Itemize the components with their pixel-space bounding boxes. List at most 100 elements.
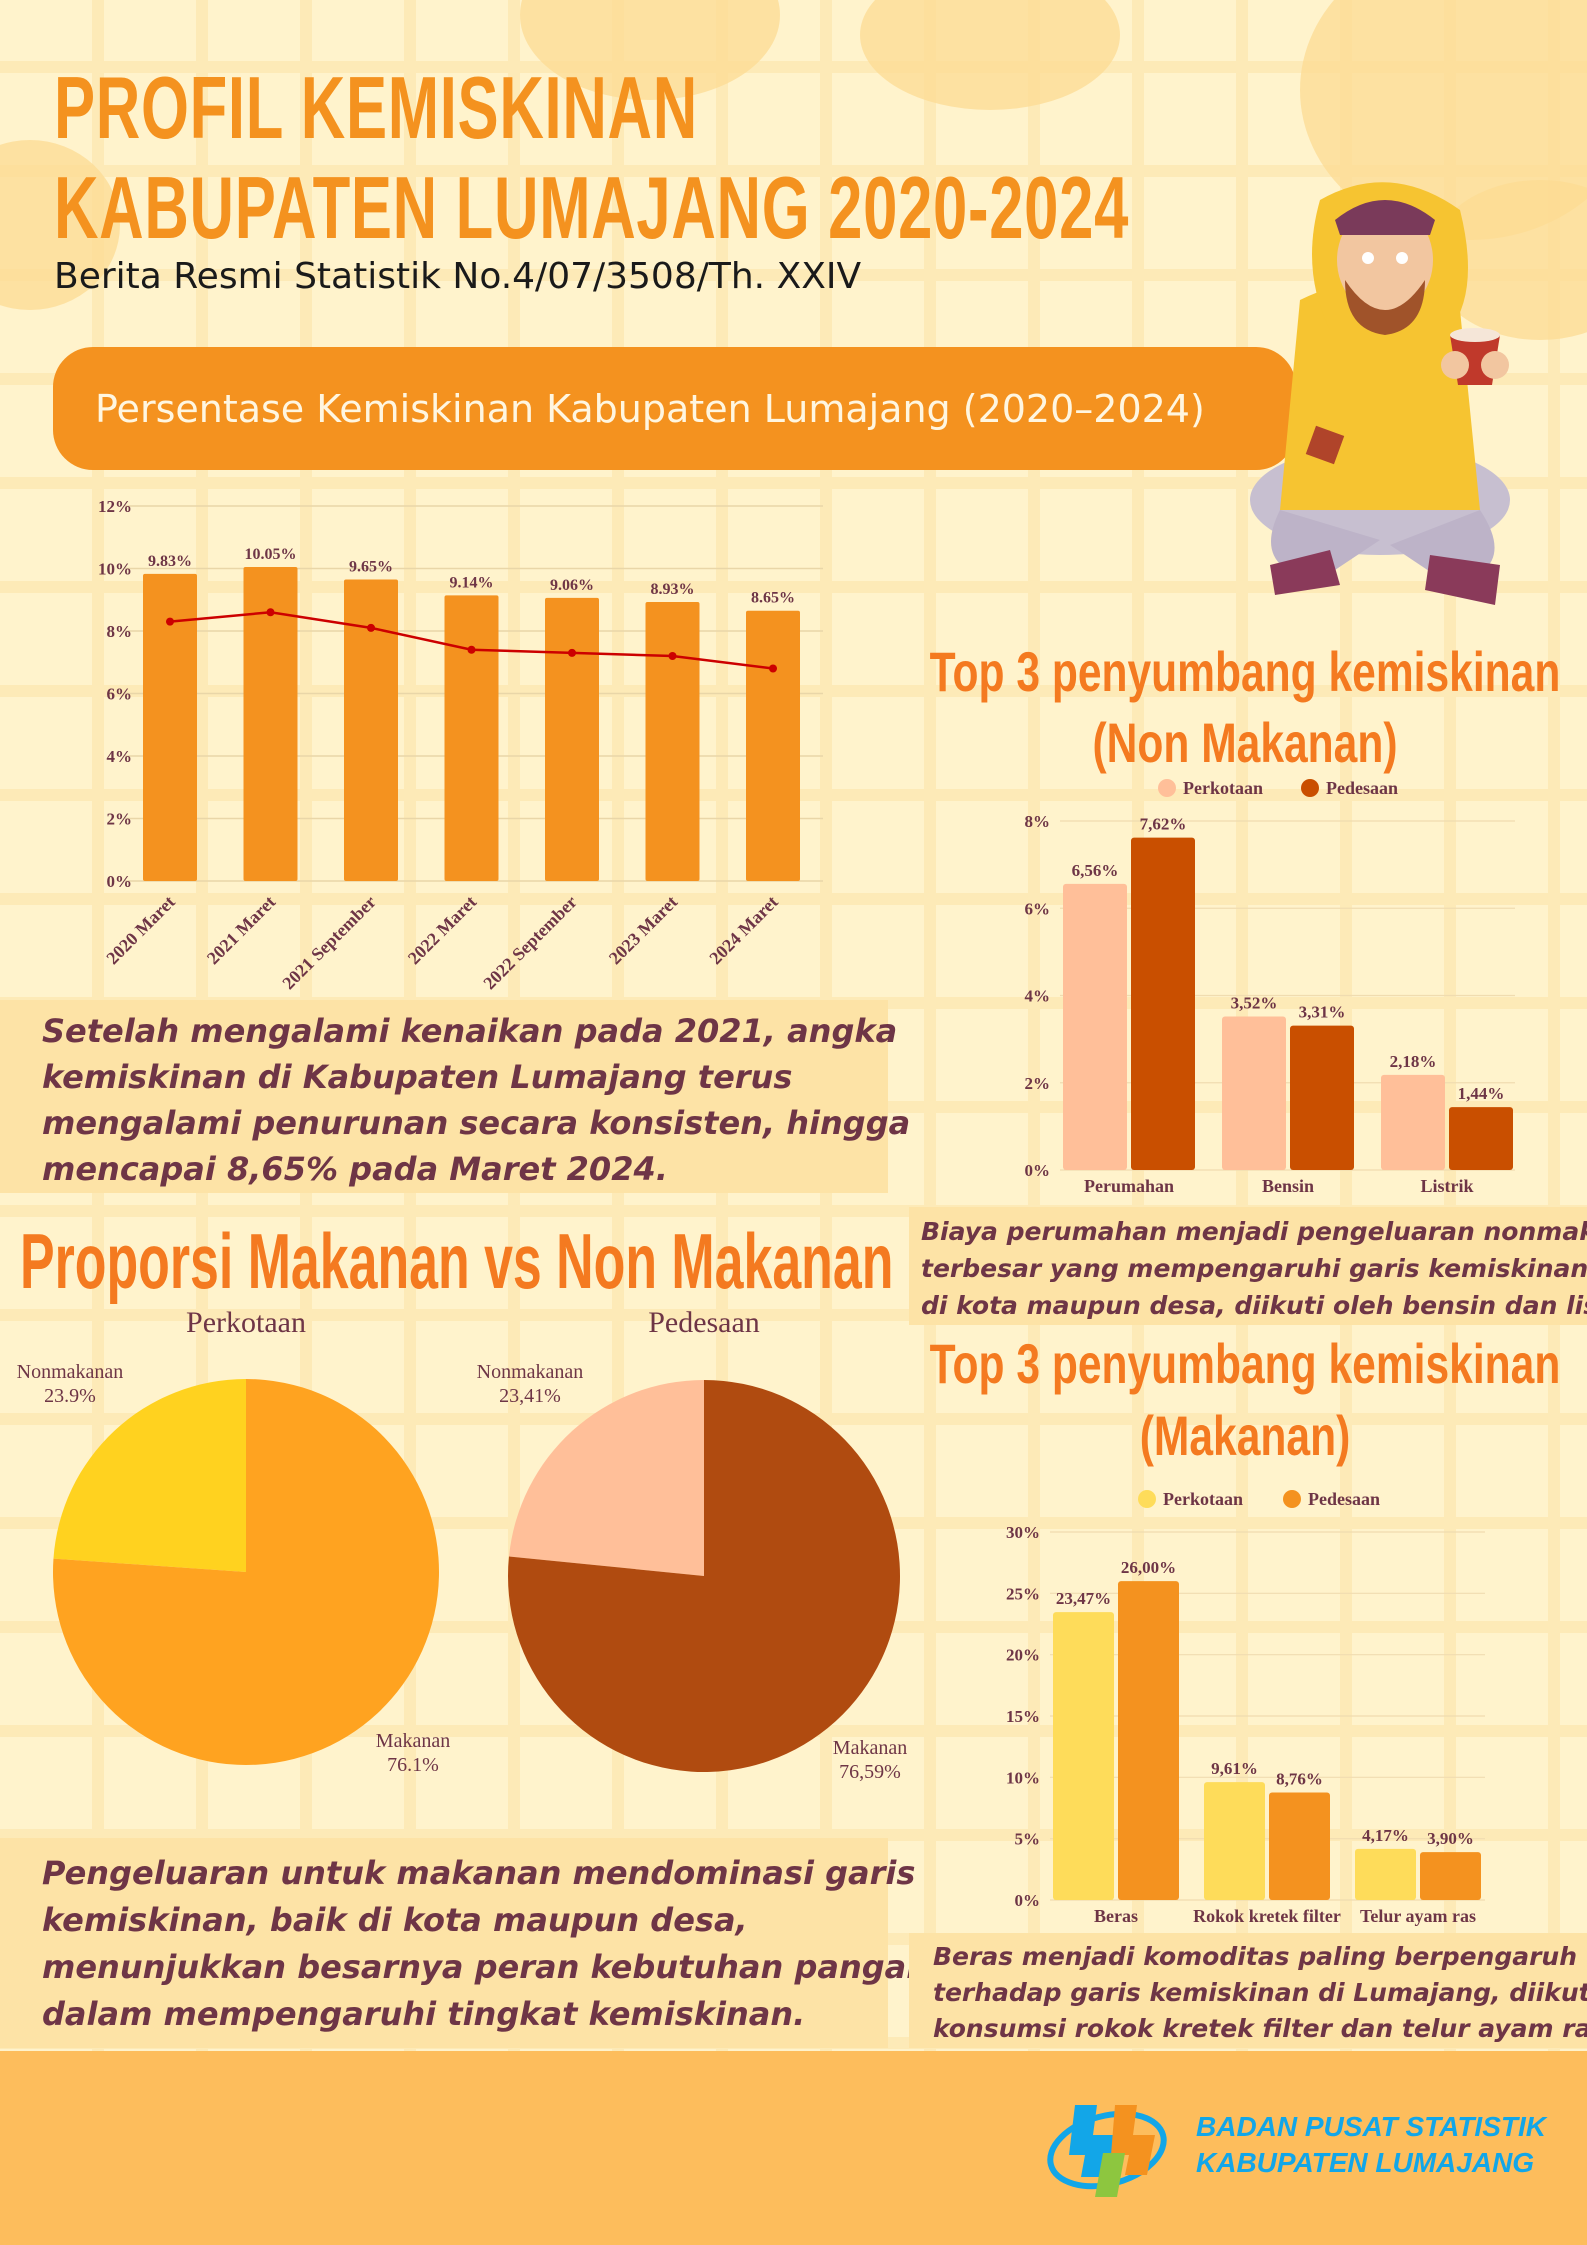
bar (1131, 837, 1195, 1170)
data-label: 3,31% (1299, 1003, 1346, 1022)
pie-slice (508, 1380, 704, 1576)
bar (1449, 1107, 1513, 1170)
line-point (568, 648, 576, 657)
line-point (166, 617, 174, 626)
bar (746, 610, 800, 881)
bar (444, 595, 499, 881)
bar (545, 597, 599, 881)
x-tick-label: 2022 Maret (404, 892, 480, 968)
line-point (467, 645, 476, 654)
proportion-heading: Proporsi Makanan vs Non Makanan (20, 1217, 894, 1305)
slice-value: 23.9% (44, 1385, 96, 1407)
note-line: Setelah mengalami kenaikan pada 2021, an… (42, 1012, 898, 1050)
bar (243, 566, 298, 881)
food-note: Pengeluaran untuk makanan mendominasi ga… (0, 1838, 929, 2048)
note-line: Biaya perumahan menjadi pengeluaran nonm… (921, 1217, 1587, 1246)
page-title-line1: PROFIL KEMISKINAN (54, 58, 698, 157)
y-tick-label: 4% (107, 747, 133, 766)
x-tick-label: Rokok kretek filter (1193, 1906, 1341, 1926)
x-tick-label: Bensin (1262, 1176, 1314, 1196)
x-tick-label: Telur ayam ras (1360, 1906, 1476, 1926)
bar (1118, 1581, 1179, 1900)
bar (645, 601, 700, 881)
slice-value: 76,59% (839, 1761, 901, 1783)
x-tick-label: 2024 Maret (705, 892, 781, 968)
note-line: di kota maupun desa, diikuti oleh bensin… (921, 1291, 1587, 1320)
note-line: Pengeluaran untuk makanan mendominasi ga… (42, 1854, 916, 1892)
nonfood-top-note: Biaya perumahan menjadi pengeluaran nonm… (909, 1207, 1587, 1325)
y-tick-label: 2% (107, 810, 133, 829)
data-label: 9.83% (148, 553, 192, 570)
note-line: terbesar yang mempengaruhi garis kemiski… (921, 1254, 1587, 1283)
data-label: 1,44% (1458, 1084, 1505, 1103)
food-heading-line1: Top 3 penyumbang kemiskinan (929, 1332, 1561, 1395)
legend-label: Perkotaan (1163, 1489, 1243, 1509)
note-line: Beras menjadi komoditas paling berpengar… (933, 1942, 1578, 1971)
legend-label: Pedesaan (1326, 778, 1398, 798)
data-label: 8.93% (651, 581, 695, 598)
legend-swatch (1158, 779, 1176, 797)
data-label: 10.05% (245, 546, 297, 563)
pie-slice (507, 1380, 900, 1772)
line-point (266, 608, 275, 617)
y-tick-label: 10% (1006, 1768, 1040, 1787)
y-tick-label: 20% (1006, 1646, 1040, 1665)
section-banner: Persentase Kemiskinan Kabupaten Lumajang… (53, 347, 1296, 470)
x-tick-label: Perumahan (1084, 1176, 1174, 1196)
legend-swatch (1138, 1490, 1156, 1508)
y-tick-label: 0% (1025, 1161, 1051, 1180)
line-point (367, 623, 375, 632)
bps-logo-icon (1047, 2105, 1167, 2197)
data-label: 3,90% (1427, 1829, 1474, 1848)
footer: BADAN PUSAT STATISTIK KABUPATEN LUMAJANG (0, 2051, 1587, 2245)
data-label: 8.65% (751, 590, 795, 607)
y-tick-label: 12% (98, 497, 132, 516)
org-name-line1: BADAN PUSAT STATISTIK (1196, 2111, 1546, 2142)
data-label: 8,76% (1276, 1770, 1323, 1789)
legend-label: Pedesaan (1308, 1489, 1380, 1509)
bar (1381, 1074, 1445, 1170)
nonfood-heading-line1: Top 3 penyumbang kemiskinan (929, 640, 1561, 703)
note-line: menunjukkan besarnya peran kebutuhan pan… (42, 1948, 929, 1986)
slice-value: 23,41% (499, 1385, 561, 1407)
food-top-note: Beras menjadi komoditas paling berpengar… (909, 1933, 1587, 2048)
bar (1053, 1612, 1114, 1900)
slice-name: Nonmakanan (477, 1361, 584, 1383)
page-subtitle: Berita Resmi Statistik No.4/07/3508/Th. … (54, 256, 862, 297)
food-heading-line2: (Makanan) (1139, 1404, 1351, 1467)
slice-value: 76.1% (387, 1754, 439, 1776)
legend-swatch (1301, 779, 1319, 797)
banner-text: Persentase Kemiskinan Kabupaten Lumajang… (95, 386, 1205, 431)
note-line: terhadap garis kemiskinan di Lumajang, d… (933, 1978, 1587, 2007)
data-label: 7,62% (1140, 815, 1187, 834)
y-tick-label: 30% (1006, 1523, 1040, 1542)
y-tick-label: 10% (98, 560, 132, 579)
data-label: 9,61% (1211, 1759, 1258, 1778)
org-name-line2: KABUPATEN LUMAJANG (1196, 2147, 1535, 2178)
note-line: mengalami penurunan secara konsisten, hi… (42, 1104, 911, 1142)
slice-name: Nonmakanan (17, 1361, 124, 1383)
bar (1290, 1025, 1354, 1170)
page-title-line2: KABUPATEN LUMAJANG 2020-2024 (54, 158, 1130, 257)
bar (1269, 1792, 1330, 1900)
data-label: 9.06% (550, 577, 594, 594)
note-line: konsumsi rokok kretek filter dan telur a… (933, 2014, 1587, 2043)
bar (1063, 883, 1127, 1170)
y-tick-label: 4% (1025, 987, 1051, 1006)
pie-slice (52, 1379, 439, 1765)
x-tick-label: Listrik (1420, 1176, 1473, 1196)
data-label: 9.14% (450, 574, 494, 591)
data-label: 26,00% (1121, 1558, 1176, 1577)
x-tick-label: 2021 September (278, 892, 379, 993)
note-line: kemiskinan, baik di kota maupun desa, (42, 1901, 748, 1939)
y-tick-label: 15% (1006, 1707, 1040, 1726)
data-label: 6,56% (1072, 861, 1119, 880)
bar (344, 579, 398, 881)
legend-swatch (1283, 1490, 1301, 1508)
x-tick-label: 2021 Maret (203, 892, 279, 968)
trend-note: Setelah mengalami kenaikan pada 2021, an… (0, 1000, 911, 1193)
x-tick-label: 2022 September (479, 892, 580, 993)
pie-title: Perkotaan (186, 1306, 306, 1339)
y-tick-label: 8% (1025, 812, 1051, 831)
y-tick-label: 5% (1015, 1830, 1041, 1849)
